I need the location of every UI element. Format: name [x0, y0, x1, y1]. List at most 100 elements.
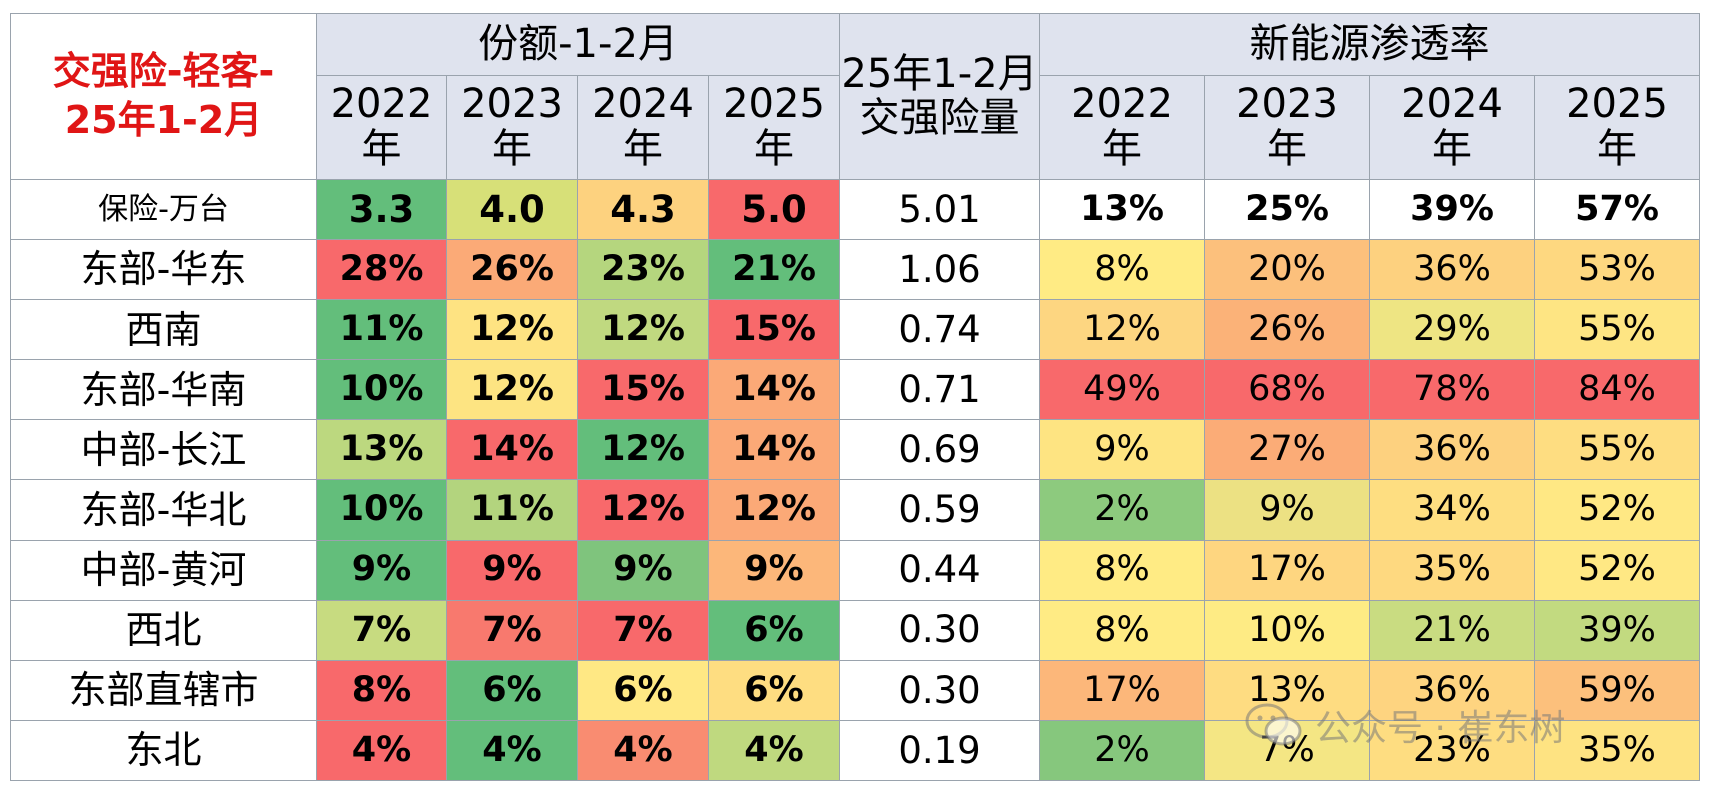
penetration-cell-2023: 17%: [1204, 539, 1371, 601]
penetration-cell-2023: 20%: [1204, 239, 1371, 301]
year-number: 2023: [461, 81, 563, 128]
row-label: 中部-长江: [10, 419, 317, 481]
share-cell-2025: 6%: [707, 599, 841, 661]
table-row: 中部-长江 13% 14% 12% 14% 0.69 9% 27% 36% 55%: [10, 419, 1701, 481]
year-number: 2022: [330, 81, 433, 128]
year-unit: 年: [1267, 126, 1308, 173]
share-cell-2023: 6%: [446, 659, 578, 721]
share-cell-2024: 12%: [577, 479, 709, 541]
share-cell-2023: 26%: [446, 239, 578, 301]
volume-cell: 0.59: [839, 479, 1041, 541]
penetration-cell-2024: 21%: [1369, 599, 1536, 661]
share-cell-2022: 28%: [316, 239, 447, 301]
year-number: 2025: [1566, 81, 1668, 128]
penetration-cell-2024: 36%: [1369, 239, 1536, 301]
row-label: 中部-黄河: [10, 539, 317, 601]
year-number: 2025: [723, 81, 825, 128]
share-cell-2024: 4%: [577, 719, 709, 782]
penetration-cell-2025: 35%: [1534, 719, 1701, 782]
year-unit: 年: [1597, 126, 1638, 173]
share-year-header-2025: 2025 年: [707, 74, 841, 180]
share-cell-2024: 15%: [577, 359, 709, 421]
penetration-cell-2024: 36%: [1369, 659, 1536, 721]
penetration-cell-2022: 8%: [1039, 599, 1206, 661]
table-row: 东部-华东 28% 26% 23% 21% 1.06 8% 20% 36% 53%: [10, 239, 1701, 301]
year-number: 2024: [592, 81, 694, 128]
share-cell-2023: 4%: [446, 719, 578, 782]
row-label: 西北: [10, 599, 317, 661]
penetration-cell-2022: 49%: [1039, 359, 1206, 421]
volume-cell: 0.69: [839, 419, 1041, 481]
penetration-cell-2023: 9%: [1204, 479, 1371, 541]
penetration-cell-2023: 26%: [1204, 299, 1371, 361]
volume-header: 25年1-2月 交强险量: [839, 13, 1041, 180]
penetration-cell-2022: 2%: [1039, 719, 1206, 782]
penetration-cell-2024: 36%: [1369, 419, 1536, 481]
penetration-cell-2022: 8%: [1039, 239, 1206, 301]
table-row: 西南 11% 12% 12% 15% 0.74 12% 26% 29% 55%: [10, 299, 1701, 361]
share-cell-2023: 11%: [446, 479, 578, 541]
share-cell-2023: 4.0: [446, 178, 578, 241]
penetration-cell-2022: 12%: [1039, 299, 1206, 361]
share-cell-2025: 21%: [707, 239, 841, 301]
share-cell-2022: 7%: [316, 599, 447, 661]
share-cell-2025: 4%: [707, 719, 841, 782]
table-title: 交强险-轻客- 25年1-2月: [10, 13, 317, 180]
share-cell-2024: 4.3: [577, 178, 709, 241]
year-number: 2022: [1071, 81, 1173, 128]
table-row: 西北 7% 7% 7% 6% 0.30 8% 10% 21% 39%: [10, 599, 1701, 661]
volume-cell: 5.01: [839, 178, 1041, 241]
table-row: 东部-华北 10% 11% 12% 12% 0.59 2% 9% 34% 52%: [10, 479, 1701, 541]
table-row-total: 保险-万台 3.3 4.0 4.3 5.0 5.01 13% 25% 39% 57%: [10, 178, 1701, 241]
volume-cell: 0.71: [839, 359, 1041, 421]
penetration-cell-2024: 78%: [1369, 359, 1536, 421]
table-row: 东北 4% 4% 4% 4% 0.19 2% 7% 23% 35%: [10, 719, 1701, 782]
year-unit: 年: [1432, 126, 1473, 173]
penetration-year-header-2024: 2024 年: [1369, 74, 1536, 180]
volume-cell: 0.30: [839, 659, 1041, 721]
penetration-cell-2024: 39%: [1369, 178, 1536, 241]
table-row: 中部-黄河 9% 9% 9% 9% 0.44 8% 17% 35% 52%: [10, 539, 1701, 601]
share-cell-2024: 23%: [577, 239, 709, 301]
volume-cell: 0.30: [839, 599, 1041, 661]
share-cell-2023: 14%: [446, 419, 578, 481]
share-cell-2025: 5.0: [707, 178, 841, 241]
penetration-cell-2025: 39%: [1534, 599, 1701, 661]
penetration-year-header-2025: 2025 年: [1534, 74, 1701, 180]
penetration-cell-2024: 23%: [1369, 719, 1536, 782]
volume-cell: 0.44: [839, 539, 1041, 601]
table-title-line-2: 25年1-2月: [64, 98, 263, 143]
share-cell-2024: 6%: [577, 659, 709, 721]
penetration-cell-2024: 29%: [1369, 299, 1536, 361]
penetration-cell-2025: 52%: [1534, 479, 1701, 541]
penetration-cell-2023: 10%: [1204, 599, 1371, 661]
share-year-header-2022: 2022 年: [316, 74, 447, 180]
year-unit: 年: [1102, 126, 1143, 173]
share-cell-2022: 11%: [316, 299, 447, 361]
volume-cell: 0.19: [839, 719, 1041, 782]
row-label: 保险-万台: [10, 178, 317, 241]
volume-cell: 1.06: [839, 239, 1041, 301]
volume-cell: 0.74: [839, 299, 1041, 361]
penetration-cell-2025: 52%: [1534, 539, 1701, 601]
year-unit: 年: [492, 126, 532, 173]
share-year-header-2024: 2024 年: [577, 74, 709, 180]
share-cell-2022: 8%: [316, 659, 447, 721]
penetration-year-header-2023: 2023 年: [1204, 74, 1371, 180]
penetration-cell-2023: 68%: [1204, 359, 1371, 421]
share-cell-2022: 9%: [316, 539, 447, 601]
share-cell-2025: 14%: [707, 359, 841, 421]
table-title-line-1: 交强险-轻客-: [52, 48, 275, 93]
row-label: 东部-华北: [10, 479, 317, 541]
volume-header-line-1: 25年1-2月: [841, 50, 1038, 97]
penetration-cell-2022: 17%: [1039, 659, 1206, 721]
year-unit: 年: [361, 126, 402, 173]
share-cell-2025: 9%: [707, 539, 841, 601]
penetration-cell-2025: 59%: [1534, 659, 1701, 721]
share-cell-2023: 12%: [446, 359, 578, 421]
insurance-table: 交强险-轻客- 25年1-2月 份额-1-2月 25年1-2月 交强险量 新能源…: [10, 13, 1701, 782]
table-row: 东部直辖市 8% 6% 6% 6% 0.30 17% 13% 36% 59%: [10, 659, 1701, 721]
penetration-cell-2025: 84%: [1534, 359, 1701, 421]
share-cell-2023: 7%: [446, 599, 578, 661]
penetration-cell-2024: 35%: [1369, 539, 1536, 601]
